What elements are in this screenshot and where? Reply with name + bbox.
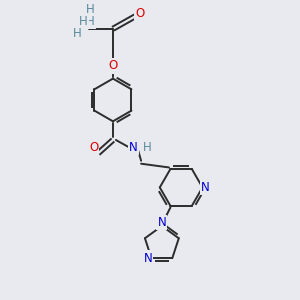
Text: N: N: [158, 216, 166, 229]
Text: H: H: [86, 3, 95, 16]
Text: H: H: [86, 15, 95, 28]
Text: O: O: [89, 141, 98, 154]
Text: H: H: [143, 141, 152, 154]
Text: O: O: [108, 59, 118, 72]
Text: O: O: [135, 8, 144, 20]
Text: N: N: [143, 252, 152, 265]
Text: N: N: [129, 141, 138, 154]
Text: H: H: [79, 15, 88, 28]
Text: H: H: [73, 27, 82, 40]
Text: N: N: [201, 181, 210, 194]
